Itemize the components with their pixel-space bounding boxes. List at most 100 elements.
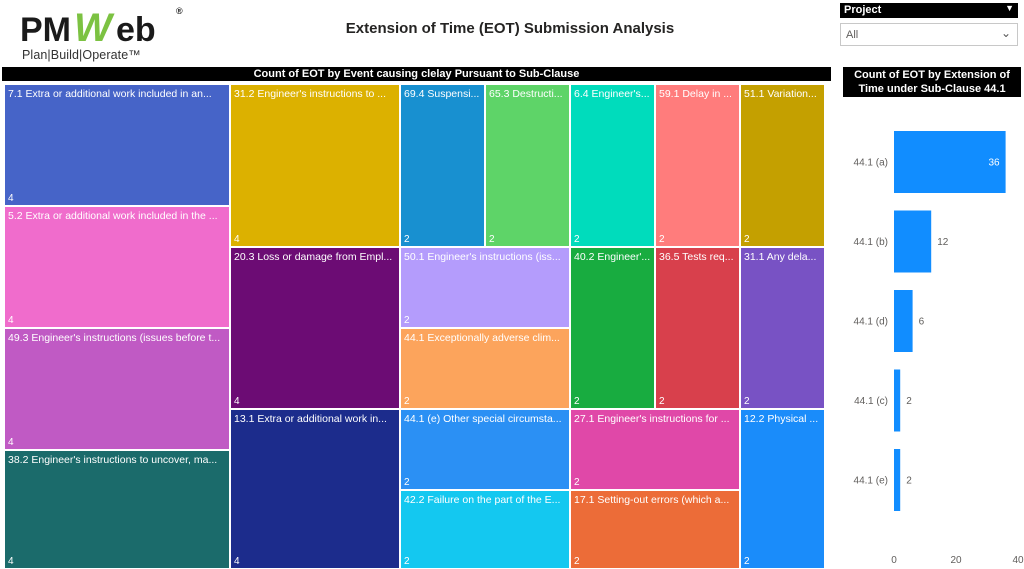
- bar-data-label: 2: [906, 476, 912, 487]
- treemap-tile[interactable]: 65.3 Destructi... 2: [485, 84, 570, 247]
- treemap-tile-value: 2: [404, 315, 410, 326]
- treemap-tile[interactable]: 20.3 Loss or damage from Empl... 4: [230, 247, 400, 409]
- project-slicer-header[interactable]: Project ▼: [840, 3, 1018, 18]
- bar-chart-title: Count of EOT by Extension of Time under …: [843, 67, 1021, 97]
- treemap-tile-value: 2: [574, 396, 580, 407]
- treemap-tile-label: 20.3 Loss or damage from Empl...: [234, 251, 393, 263]
- bar[interactable]: [894, 131, 1006, 193]
- treemap-tile-value: 2: [659, 234, 665, 245]
- treemap-tile[interactable]: 17.1 Setting-out errors (which a... 2: [570, 490, 740, 569]
- treemap-tile[interactable]: 59.1 Delay in ... 2: [655, 84, 740, 247]
- treemap-tile-value: 4: [234, 556, 240, 567]
- bar-data-label: 36: [988, 158, 1000, 169]
- treemap-tile[interactable]: 44.1 Exceptionally adverse clim... 2: [400, 328, 570, 409]
- bar[interactable]: [894, 210, 932, 273]
- treemap-tile-label: 40.2 Engineer'...: [574, 251, 651, 263]
- treemap-tile[interactable]: 69.4 Suspensi... 2: [400, 84, 485, 247]
- registered-mark: ®: [176, 6, 183, 16]
- treemap-tile[interactable]: 13.1 Extra or additional work in... 4: [230, 409, 400, 569]
- treemap-tile-value: 2: [744, 556, 750, 567]
- bar-data-label: 6: [919, 317, 925, 328]
- svg-text:PM: PM: [20, 11, 71, 49]
- treemap-tile[interactable]: 5.2 Extra or additional work included in…: [4, 206, 230, 328]
- treemap-tile-value: 4: [8, 556, 14, 567]
- treemap-tile-label: 31.2 Engineer's instructions to ...: [234, 88, 387, 100]
- bar-data-label: 12: [937, 237, 949, 248]
- bar[interactable]: [894, 449, 901, 511]
- treemap-tile[interactable]: 38.2 Engineer's instructions to uncover,…: [4, 450, 230, 569]
- treemap-tile-value: 4: [234, 234, 240, 245]
- treemap-tile-value: 2: [659, 396, 665, 407]
- treemap-tile-value: 2: [574, 477, 580, 488]
- treemap-tile-value: 2: [404, 234, 410, 245]
- treemap-tile[interactable]: 50.1 Engineer's instructions (iss... 2: [400, 247, 570, 328]
- treemap-tile[interactable]: 12.2 Physical ... 2: [740, 409, 825, 569]
- bar-category-label: 44.1 (d): [854, 317, 888, 328]
- treemap-tile-label: 6.4 Engineer's...: [574, 88, 650, 100]
- bar-category-label: 44.1 (e): [854, 476, 888, 487]
- bar[interactable]: [894, 290, 913, 352]
- treemap-tile-value: 2: [574, 234, 580, 245]
- treemap-tile-label: 31.1 Any dela...: [744, 251, 817, 263]
- treemap-chart: 7.1 Extra or additional work included in…: [4, 84, 827, 569]
- bar-data-label: 2: [906, 396, 912, 407]
- x-tick-label: 40: [1012, 555, 1024, 566]
- treemap-tile[interactable]: 51.1 Variation... 2: [740, 84, 825, 247]
- treemap-tile-value: 4: [8, 193, 14, 204]
- treemap-tile-label: 65.3 Destructi...: [489, 88, 563, 100]
- treemap-tile-label: 42.2 Failure on the part of the E...: [404, 494, 561, 506]
- treemap-title: Count of EOT by Event causing clelay Pur…: [2, 67, 831, 81]
- chevron-down-icon[interactable]: ⌄: [1000, 26, 1011, 40]
- bar-category-label: 44.1 (b): [854, 237, 888, 248]
- treemap-tile-value: 2: [574, 556, 580, 567]
- treemap-tile-label: 17.1 Setting-out errors (which a...: [574, 494, 730, 506]
- treemap-tile[interactable]: 31.2 Engineer's instructions to ... 4: [230, 84, 400, 247]
- treemap-tile-label: 51.1 Variation...: [744, 88, 817, 100]
- treemap-tile[interactable]: 40.2 Engineer'... 2: [570, 247, 655, 409]
- treemap-tile-label: 27.1 Engineer's instructions for ...: [574, 413, 730, 425]
- bar-category-label: 44.1 (c): [854, 396, 888, 407]
- treemap-tile[interactable]: 36.5 Tests req... 2: [655, 247, 740, 409]
- logo-tagline: Plan|Build|Operate™: [22, 48, 141, 62]
- treemap-tile-label: 59.1 Delay in ...: [659, 88, 732, 100]
- treemap-tile-value: 2: [489, 234, 495, 245]
- treemap-tile-value: 2: [744, 396, 750, 407]
- treemap-tile-value: 2: [404, 396, 410, 407]
- svg-text:W: W: [74, 6, 115, 50]
- treemap-tile-label: 5.2 Extra or additional work included in…: [8, 210, 218, 222]
- svg-text:eb: eb: [116, 11, 156, 49]
- treemap-tile[interactable]: 6.4 Engineer's... 2: [570, 84, 655, 247]
- treemap-tile[interactable]: 42.2 Failure on the part of the E... 2: [400, 490, 570, 569]
- treemap-tile-value: 4: [8, 437, 14, 448]
- project-slicer-label: Project: [844, 4, 882, 16]
- treemap-tile[interactable]: 44.1 (e) Other special circumsta... 2: [400, 409, 570, 490]
- treemap-tile[interactable]: 27.1 Engineer's instructions for ... 2: [570, 409, 740, 490]
- treemap-tile-value: 4: [8, 315, 14, 326]
- x-tick-label: 0: [891, 555, 897, 566]
- bar[interactable]: [894, 369, 901, 432]
- bar-category-label: 44.1 (a): [854, 158, 888, 169]
- project-slicer-dropdown[interactable]: All ⌄: [840, 23, 1018, 46]
- treemap-tile[interactable]: 49.3 Engineer's instructions (issues bef…: [4, 328, 230, 450]
- treemap-tile-label: 13.1 Extra or additional work in...: [234, 413, 387, 425]
- treemap-tile-label: 44.1 Exceptionally adverse clim...: [404, 332, 560, 344]
- treemap-tile-label: 7.1 Extra or additional work included in…: [8, 88, 212, 100]
- project-slicer-value: All: [846, 29, 859, 41]
- x-tick-label: 20: [950, 555, 962, 566]
- treemap-tile-label: 44.1 (e) Other special circumsta...: [404, 413, 562, 425]
- treemap-tile-value: 4: [234, 396, 240, 407]
- pmweb-logo: PM W eb ® Plan|Build|Operate™: [12, 4, 183, 62]
- treemap-tile-label: 69.4 Suspensi...: [404, 88, 480, 100]
- page-title: Extension of Time (EOT) Submission Analy…: [345, 20, 675, 37]
- treemap-tile-label: 36.5 Tests req...: [659, 251, 734, 263]
- treemap-tile[interactable]: 31.1 Any dela... 2: [740, 247, 825, 409]
- logo-wordmark: PM W eb: [20, 6, 156, 50]
- treemap-tile[interactable]: 7.1 Extra or additional work included in…: [4, 84, 230, 206]
- collapse-chevron-icon[interactable]: ▼: [1005, 3, 1014, 13]
- treemap-tile-label: 12.2 Physical ...: [744, 413, 819, 425]
- treemap-tile-value: 2: [404, 477, 410, 488]
- bar-chart: 44.1 (a) 36 44.1 (b) 12 44.1 (d) 6 44.1 (c) 2 44…: [854, 131, 1024, 566]
- treemap-tile-value: 2: [744, 234, 750, 245]
- treemap-tile-label: 38.2 Engineer's instructions to uncover,…: [8, 454, 218, 466]
- treemap-tile-value: 2: [404, 556, 410, 567]
